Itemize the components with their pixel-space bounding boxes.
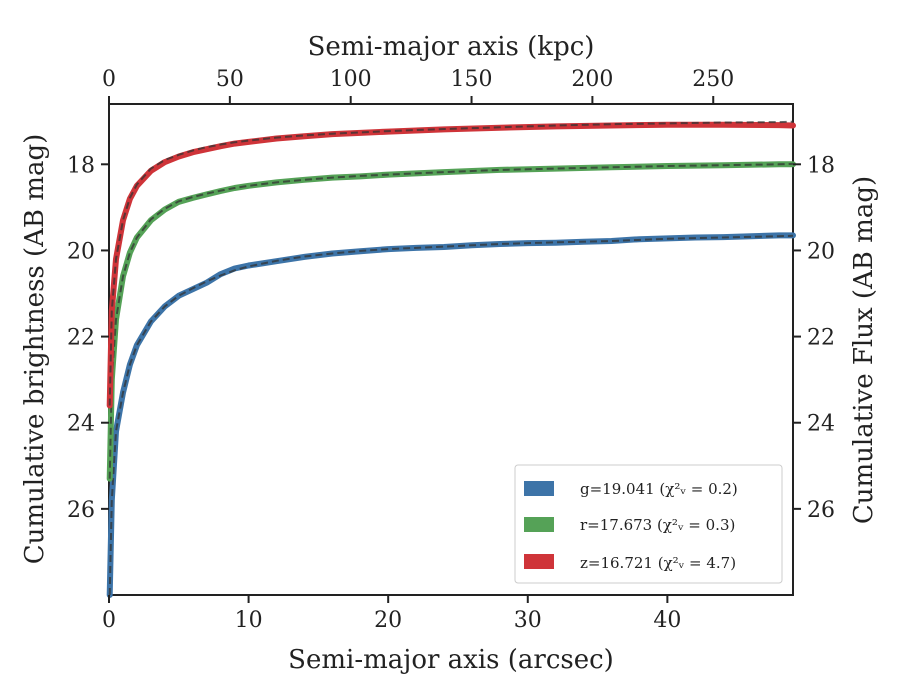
top-tick-label: 100: [330, 67, 372, 92]
legend: g=19.041 (χ²ᵥ = 0.2) r=17.673 (χ²ᵥ = 0.3…: [514, 464, 783, 584]
top-axis-title: Semi-major axis (kpc): [308, 32, 595, 62]
x-tick-label: 40: [653, 608, 681, 633]
series-line-r: [106, 161, 796, 482]
model-line-r: [108, 162, 794, 479]
top-tick-label: 250: [692, 67, 734, 92]
x-tick-label: 30: [514, 608, 542, 633]
top-tick-label: 200: [571, 67, 613, 92]
legend-label-z: z=16.721 (χ²ᵥ = 4.7): [580, 554, 736, 572]
x-tick-label: 0: [102, 608, 116, 633]
top-tick-label: 50: [216, 67, 244, 92]
model-line-z: [108, 120, 794, 406]
top-tick-label: 0: [102, 67, 116, 92]
y-tick-label: 18: [67, 153, 95, 178]
y-axis-title: Cumulative brightness (AB mag): [20, 134, 50, 565]
y-tick-label: 20: [67, 239, 95, 264]
y2-tick-label: 24: [807, 412, 835, 437]
legend-label-r: r=17.673 (χ²ᵥ = 0.3): [580, 516, 735, 534]
legend-swatch-g: [524, 481, 554, 496]
legend-label-g: g=19.041 (χ²ᵥ = 0.2): [580, 480, 738, 498]
y-tick-label: 24: [67, 412, 95, 437]
top-tick-label: 150: [451, 67, 493, 92]
y2-tick-label: 22: [807, 326, 835, 351]
y2-axis-title: Cumulative Flux (AB mag): [849, 176, 879, 524]
y2-tick-label: 18: [807, 153, 835, 178]
legend-box: [514, 464, 783, 584]
y2-tick-label: 20: [807, 239, 835, 264]
x-tick-label: 10: [235, 608, 263, 633]
series-layer: [106, 120, 796, 598]
y2-tick-label: 26: [807, 498, 835, 523]
model-line-g: [108, 234, 794, 596]
x-axis-title: Semi-major axis (arcsec): [288, 645, 614, 675]
ticks-layer: 0 10 20 30 40 0 50 100 150 200 250 18 20 22 24 26 18 20 22…: [67, 67, 835, 633]
legend-swatch-r: [524, 517, 554, 532]
y-tick-label: 22: [67, 326, 95, 351]
x-tick-label: 20: [374, 608, 402, 633]
legend-swatch-z: [524, 554, 554, 569]
y-tick-label: 26: [67, 498, 95, 523]
